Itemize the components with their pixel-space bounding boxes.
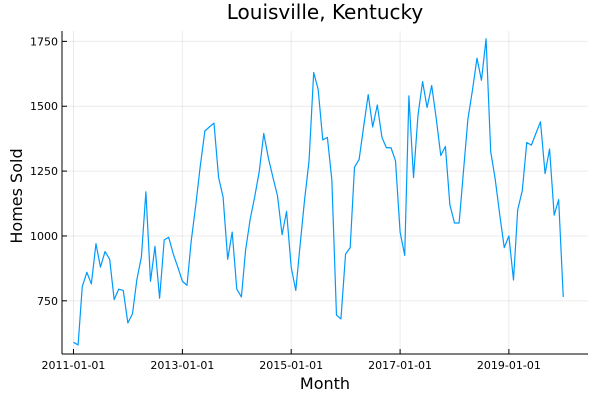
chart-title: Louisville, Kentucky — [227, 0, 424, 24]
x-tick-label: 2019-01-01 — [477, 359, 541, 372]
y-tick-label: 1750 — [30, 35, 58, 48]
x-tick-label: 2011-01-01 — [42, 359, 106, 372]
y-tick-label: 1500 — [30, 100, 58, 113]
series-layer — [73, 38, 564, 346]
x-tick-label: 2017-01-01 — [368, 359, 432, 372]
tick-labels: 2011-01-01 2013-01-01 2015-01-01 2017-01-01… — [30, 35, 541, 372]
y-tick-label: 750 — [37, 295, 58, 308]
y-tick-label: 1000 — [30, 230, 58, 243]
grid — [62, 31, 588, 354]
x-axis-label: Month — [300, 374, 350, 393]
axes — [61, 31, 588, 355]
x-tick-label: 2013-01-01 — [150, 359, 214, 372]
y-axis-label: Homes Sold — [7, 148, 26, 243]
x-tick-label: 2015-01-01 — [259, 359, 323, 372]
y-tick-label: 1250 — [30, 165, 58, 178]
series-line — [73, 38, 564, 346]
